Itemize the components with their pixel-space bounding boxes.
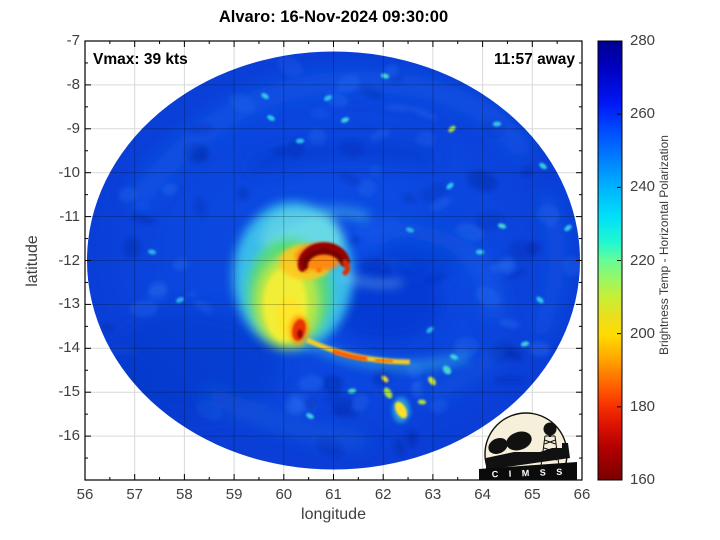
y-tick-label: -14	[58, 339, 80, 357]
x-tick-label: 56	[76, 486, 94, 503]
x-tick-label: 58	[176, 486, 193, 503]
y-tick-label: -10	[58, 163, 80, 181]
x-axis-label: longitude	[301, 506, 366, 523]
x-tick-label: 64	[474, 486, 491, 503]
spiral-tail-band	[303, 336, 470, 423]
grid-lines-overlay	[87, 51, 580, 470]
satellite-dishes-icon	[486, 431, 570, 470]
colorbar-tick-label: 260	[630, 105, 656, 123]
y-axis-label: latitude	[24, 235, 41, 287]
x-tick-label: 57	[126, 486, 144, 503]
vmax-annotation: Vmax: 39 kts	[93, 51, 188, 68]
x-tick-label: 63	[424, 486, 442, 503]
convective-crescent	[292, 242, 350, 341]
y-tick-label: -12	[58, 251, 80, 269]
axes-box	[84, 40, 583, 481]
x-tick-label: 62	[374, 486, 392, 503]
colorbar-tick-label: 280	[630, 32, 656, 49]
y-tick-label: -13	[58, 295, 80, 313]
y-tick-label: -16	[58, 427, 80, 445]
time-offset-annotation: 11:57 away	[493, 51, 575, 68]
x-tick-label: 66	[573, 486, 591, 503]
x-tick-label: 65	[523, 486, 541, 503]
colorbar-tick-label: 180	[630, 397, 656, 415]
y-tick-label: -11	[59, 207, 80, 225]
colorbar-tick-label: 160	[630, 471, 656, 488]
logo-banner	[479, 462, 577, 480]
colorbar-tick-label: 200	[630, 324, 656, 342]
colorbar-ticks	[617, 113, 621, 408]
colorbar-tick-label: 240	[630, 178, 656, 196]
colorbar-tick-label: 220	[630, 251, 656, 269]
x-tick-label: 61	[325, 486, 342, 503]
x-tick-label: 60	[275, 486, 293, 503]
brightness-temp-image	[87, 51, 580, 470]
cimss-logo	[479, 412, 577, 480]
y-tick-label: -7	[66, 32, 80, 49]
x-tick-label: 59	[225, 486, 243, 503]
y-tick-label: -15	[58, 383, 80, 401]
y-tick-label: -8	[66, 75, 80, 93]
plot-title: Alvaro: 16-Nov-2024 09:30:00	[218, 8, 449, 26]
y-tick-label: -9	[66, 119, 80, 137]
